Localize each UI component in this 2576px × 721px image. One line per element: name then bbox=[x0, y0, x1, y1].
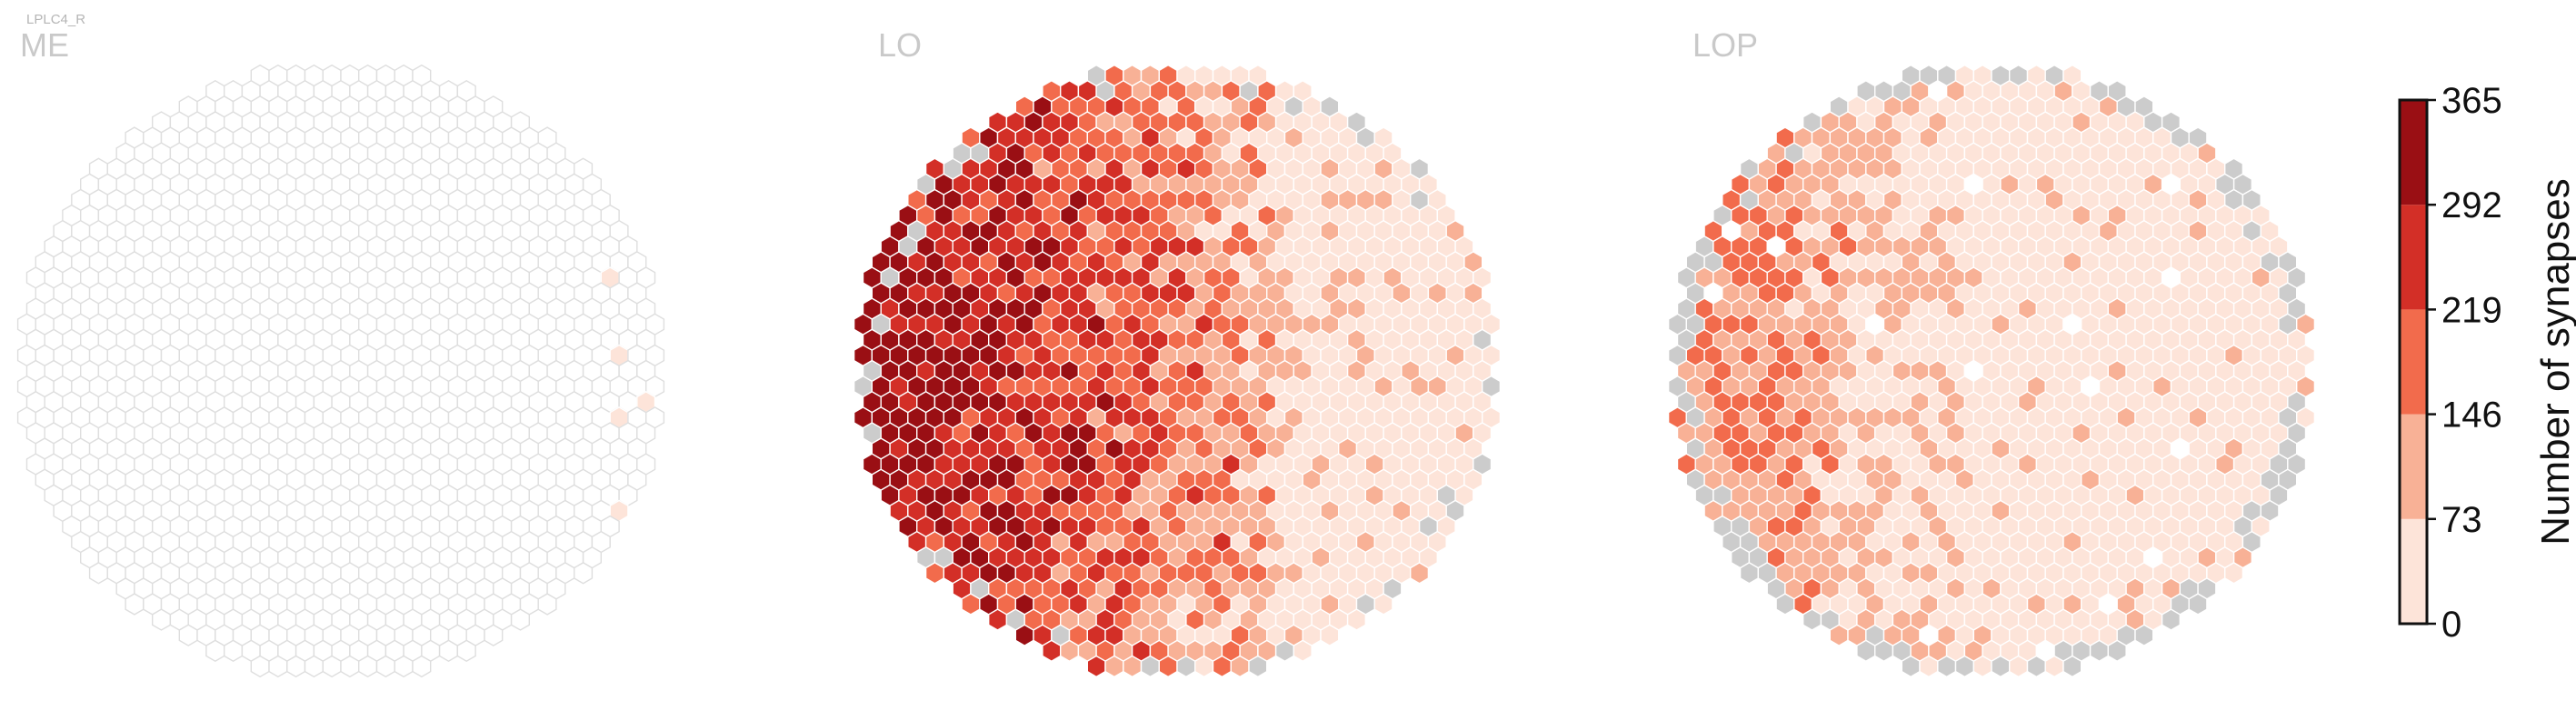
hex-column bbox=[205, 639, 225, 663]
hex-column bbox=[375, 655, 395, 678]
hex-column bbox=[1086, 655, 1106, 678]
hex-column bbox=[438, 639, 458, 663]
hex-column bbox=[1248, 655, 1268, 678]
hex-column bbox=[1373, 593, 1393, 616]
hex-column bbox=[1176, 655, 1196, 678]
hex-column bbox=[2026, 655, 2046, 678]
colorbar-tick-label: 292 bbox=[2441, 185, 2502, 225]
hex-column bbox=[2134, 624, 2154, 646]
hex-column bbox=[1410, 562, 1430, 585]
hex-column bbox=[456, 639, 476, 663]
hex-column bbox=[2009, 655, 2029, 678]
hex-column bbox=[2062, 655, 2082, 678]
panel-title-lop: LOP bbox=[1692, 26, 1759, 64]
hex-column bbox=[1829, 624, 1849, 646]
hex-column bbox=[1954, 655, 1974, 678]
hex-column bbox=[1991, 655, 2011, 678]
hex-column bbox=[1346, 608, 1366, 631]
hex-column bbox=[322, 655, 342, 678]
hex-column bbox=[412, 655, 432, 678]
hex-column bbox=[1140, 655, 1160, 678]
hex-column bbox=[484, 624, 504, 646]
hex-column bbox=[1274, 639, 1294, 663]
hex-column bbox=[1123, 655, 1143, 678]
cell-type-label: LPLC4_R bbox=[26, 12, 86, 27]
colorbar-segment bbox=[2400, 518, 2427, 624]
hex-column bbox=[961, 593, 981, 616]
hex-column bbox=[2089, 639, 2109, 663]
hex-column bbox=[152, 608, 172, 631]
hex-column bbox=[924, 562, 944, 585]
hex-column bbox=[268, 655, 288, 678]
panel-title-lo: LO bbox=[878, 26, 923, 64]
colorbar-segment bbox=[2400, 205, 2427, 310]
hex-column bbox=[286, 655, 306, 678]
hex-column bbox=[1014, 624, 1034, 646]
hex-column bbox=[1919, 655, 1939, 678]
hex-column bbox=[988, 608, 1008, 631]
hex-column bbox=[2107, 639, 2127, 663]
hex-column bbox=[88, 562, 108, 585]
hex-column bbox=[304, 655, 324, 678]
panel-title-me: ME bbox=[20, 26, 69, 64]
hex-column bbox=[2044, 655, 2064, 678]
hex-column bbox=[1104, 655, 1124, 678]
hex-column bbox=[1775, 593, 1795, 616]
hex-grid-lop bbox=[1667, 64, 2316, 678]
colorbar-segment bbox=[2400, 309, 2427, 415]
hex-column bbox=[250, 655, 270, 678]
hex-column bbox=[2224, 562, 2244, 585]
hex-column bbox=[1937, 655, 1957, 678]
hex-column bbox=[2188, 593, 2208, 616]
hex-column bbox=[574, 562, 594, 585]
colorbar-tick-label: 146 bbox=[2441, 396, 2502, 436]
hex-column bbox=[358, 655, 378, 678]
hex-column bbox=[1874, 639, 1894, 663]
colorbar-tick-label: 73 bbox=[2441, 500, 2482, 540]
colorbar-title: Number of synapses bbox=[2533, 178, 2576, 546]
hex-column bbox=[2161, 608, 2181, 631]
hex-column bbox=[1972, 655, 1992, 678]
colorbar-segment bbox=[2400, 100, 2427, 205]
hex-column bbox=[1739, 562, 1759, 585]
hex-column bbox=[1194, 655, 1214, 678]
hex-column bbox=[178, 624, 198, 646]
hex-column bbox=[224, 639, 244, 663]
hex-column bbox=[1802, 608, 1822, 631]
hex-column bbox=[1901, 655, 1921, 678]
colorbar-tick-label: 365 bbox=[2441, 81, 2502, 121]
hex-grid-me bbox=[16, 64, 665, 678]
colorbar: 365 292 219 146 73 0 Number of synapses bbox=[2398, 81, 2576, 645]
colorbar-segment bbox=[2400, 414, 2427, 519]
hex-column bbox=[537, 593, 557, 616]
hex-column bbox=[125, 593, 145, 616]
hex-column bbox=[1042, 639, 1062, 663]
hex-column bbox=[1212, 655, 1232, 678]
hex-grid-lo bbox=[853, 64, 1502, 678]
hex-column bbox=[340, 655, 360, 678]
hex-column bbox=[1856, 639, 1876, 663]
colorbar-tick-label: 219 bbox=[2441, 290, 2502, 330]
hex-column bbox=[510, 608, 530, 631]
colorbar-tick-label: 0 bbox=[2441, 605, 2461, 645]
hex-column bbox=[1293, 639, 1313, 663]
hex-column bbox=[1158, 655, 1178, 678]
hex-column bbox=[1230, 655, 1250, 678]
hex-column bbox=[394, 655, 414, 678]
hex-column bbox=[1320, 624, 1340, 646]
hex-column bbox=[1060, 639, 1080, 663]
